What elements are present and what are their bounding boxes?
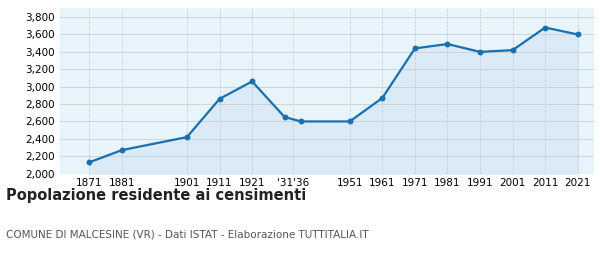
Point bbox=[443, 42, 452, 46]
Point bbox=[345, 119, 355, 124]
Point bbox=[280, 115, 289, 119]
Point bbox=[541, 25, 550, 30]
Point bbox=[508, 48, 517, 52]
Point bbox=[117, 148, 127, 152]
Point bbox=[215, 97, 224, 101]
Point bbox=[475, 50, 485, 54]
Text: Popolazione residente ai censimenti: Popolazione residente ai censimenti bbox=[6, 188, 306, 203]
Point bbox=[296, 119, 306, 124]
Point bbox=[182, 135, 192, 139]
Point bbox=[573, 32, 583, 37]
Point bbox=[85, 160, 94, 165]
Point bbox=[410, 46, 420, 51]
Point bbox=[377, 96, 387, 100]
Point bbox=[247, 79, 257, 84]
Text: COMUNE DI MALCESINE (VR) - Dati ISTAT - Elaborazione TUTTITALIA.IT: COMUNE DI MALCESINE (VR) - Dati ISTAT - … bbox=[6, 230, 368, 240]
